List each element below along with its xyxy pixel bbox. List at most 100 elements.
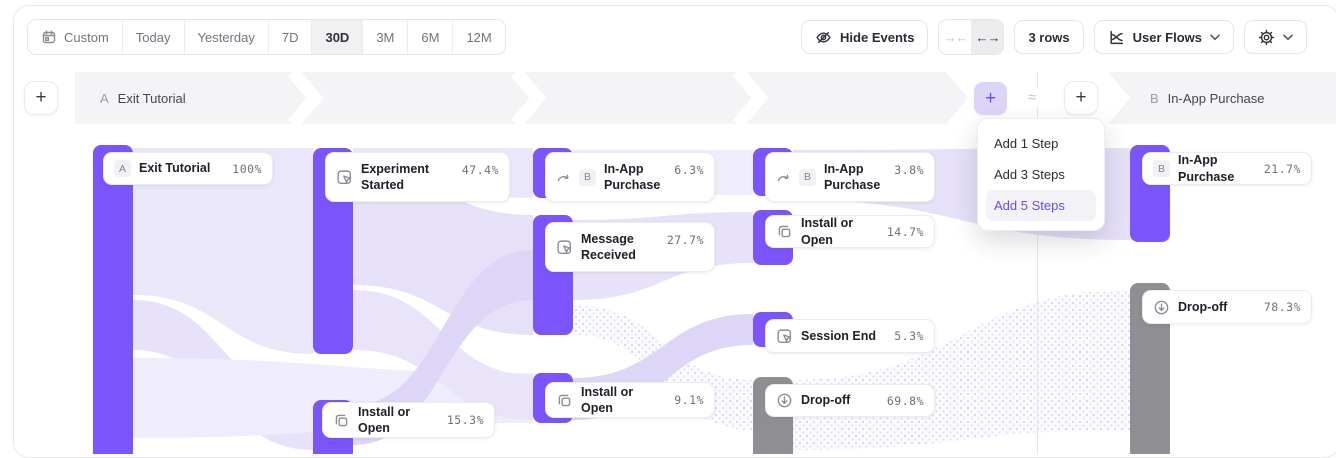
cursor-click-icon — [336, 169, 353, 186]
step-a-label[interactable]: A Exit Tutorial — [100, 91, 186, 106]
chart-type-dropdown[interactable]: User Flows — [1094, 20, 1234, 54]
date-range-30d[interactable]: 30D — [312, 20, 363, 54]
node-card-in-app-purchase-2[interactable]: B In-App Purchase 3.8% — [765, 152, 935, 202]
menu-item-add-5-steps[interactable]: Add 5 Steps — [986, 190, 1096, 221]
node-value: 21.7% — [1264, 162, 1301, 176]
node-card-exit-tutorial[interactable]: A Exit Tutorial 100% — [103, 152, 273, 185]
date-range-3m[interactable]: 3M — [363, 20, 408, 54]
node-card-install-or-open-1[interactable]: Install or Open 15.3% — [322, 402, 495, 438]
date-range-today[interactable]: Today — [123, 20, 185, 54]
add-steps-menu: Add 1 Step Add 3 Steps Add 5 Steps — [977, 118, 1105, 231]
flow-bar-exit-tutorial[interactable] — [93, 145, 133, 454]
hide-events-button[interactable]: Hide Events — [801, 20, 928, 54]
date-range-label: Custom — [64, 30, 109, 45]
eye-off-icon — [815, 29, 832, 46]
collapse-expand-control: →← ←→ — [938, 19, 1004, 55]
step-badge: A — [114, 160, 131, 177]
layers-icon — [556, 392, 573, 409]
date-range-control: Custom Today Yesterday 7D 30D 3M 6M 12M — [27, 19, 506, 55]
settings-dropdown[interactable] — [1244, 20, 1307, 54]
calendar-icon — [41, 29, 57, 45]
node-value: 27.7% — [667, 233, 704, 247]
chevron-down-icon — [1283, 34, 1293, 41]
toolbar: Custom Today Yesterday 7D 30D 3M 6M 12M … — [0, 20, 1336, 54]
node-card-experiment-started[interactable]: Experiment Started 47.4% — [325, 152, 510, 202]
add-steps-button-active[interactable]: + — [974, 82, 1007, 115]
step-a-badge: A — [100, 91, 109, 106]
node-card-drop-off-b[interactable]: Drop-off 78.3% — [1142, 290, 1312, 324]
date-range-label: 3M — [376, 30, 394, 45]
hide-events-label: Hide Events — [840, 30, 914, 45]
node-title: Drop-off — [1178, 299, 1256, 315]
date-range-label: Yesterday — [198, 30, 255, 45]
layers-icon — [333, 412, 350, 429]
date-range-yesterday[interactable]: Yesterday — [185, 20, 269, 54]
node-card-install-or-open-3[interactable]: Install or Open 14.7% — [765, 215, 935, 248]
date-range-label: 12M — [466, 30, 491, 45]
node-card-message-received[interactable]: Message Received 27.7% — [545, 222, 715, 272]
step-badge: B — [799, 169, 816, 186]
step-b-label[interactable]: B In-App Purchase — [1150, 91, 1265, 106]
collapse-columns-button[interactable]: →← — [939, 20, 971, 54]
plus-icon: + — [1075, 87, 1086, 109]
drop-off-icon — [776, 392, 793, 409]
collapse-icon: →← — [943, 30, 967, 45]
node-title: Message Received — [581, 231, 659, 264]
add-start-step-button[interactable]: + — [24, 81, 58, 115]
node-value: 78.3% — [1264, 300, 1301, 314]
gear-icon — [1258, 29, 1275, 46]
date-range-label: 7D — [282, 30, 299, 45]
chevron-down-icon — [1210, 34, 1220, 41]
indirect-arrow-icon — [776, 170, 791, 185]
node-value: 15.3% — [447, 413, 484, 427]
indirect-arrow-icon — [556, 170, 571, 185]
expand-icon: ←→ — [975, 30, 999, 45]
date-range-6m[interactable]: 6M — [408, 20, 453, 54]
node-value: 14.7% — [887, 225, 924, 239]
step-band-a — [75, 72, 968, 124]
date-range-label: Today — [136, 30, 171, 45]
expand-columns-button[interactable]: ←→ — [971, 20, 1003, 54]
node-card-in-app-purchase-b[interactable]: B In-App Purchase 21.7% — [1142, 152, 1312, 185]
plus-icon: + — [985, 88, 996, 110]
rows-button[interactable]: 3 rows — [1014, 20, 1083, 54]
node-card-install-or-open-2[interactable]: Install or Open 9.1% — [545, 382, 715, 418]
date-range-12m[interactable]: 12M — [453, 20, 504, 54]
menu-item-add-3-steps[interactable]: Add 3 Steps — [986, 159, 1096, 190]
node-title: Install or Open — [358, 404, 439, 437]
node-value: 69.8% — [887, 394, 924, 408]
node-card-in-app-purchase-1[interactable]: B In-App Purchase 6.3% — [545, 152, 715, 202]
step-b-name: In-App Purchase — [1168, 91, 1265, 106]
node-title: Install or Open — [581, 384, 666, 417]
node-title: Install or Open — [801, 215, 879, 248]
node-title: In-App Purchase — [824, 161, 886, 194]
cursor-click-icon — [556, 239, 573, 256]
step-a-name: Exit Tutorial — [118, 91, 186, 106]
node-value: 9.1% — [674, 393, 704, 407]
node-value: 5.3% — [894, 329, 924, 343]
node-value: 6.3% — [674, 163, 704, 177]
chart-type-label: User Flows — [1133, 30, 1202, 45]
user-flows-icon — [1108, 29, 1125, 46]
node-card-drop-off-1[interactable]: Drop-off 69.8% — [765, 384, 935, 417]
menu-item-add-1-step[interactable]: Add 1 Step — [986, 128, 1096, 159]
date-range-custom[interactable]: Custom — [28, 20, 123, 54]
step-badge: B — [1153, 160, 1170, 177]
add-end-step-button[interactable]: + — [1064, 81, 1098, 115]
node-card-session-end[interactable]: Session End 5.3% — [765, 319, 935, 353]
step-badge: B — [579, 169, 596, 186]
step-b-badge: B — [1150, 91, 1159, 106]
date-range-label: 6M — [421, 30, 439, 45]
cursor-click-icon — [776, 328, 793, 345]
date-range-label: 30D — [325, 30, 349, 45]
node-title: In-App Purchase — [1178, 152, 1256, 185]
approx-icon: ≈ — [1026, 88, 1038, 107]
drop-off-icon — [1153, 299, 1170, 316]
node-title: Experiment Started — [361, 161, 454, 194]
date-range-7d[interactable]: 7D — [269, 20, 313, 54]
node-title: Session End — [801, 328, 886, 344]
node-title: In-App Purchase — [604, 161, 666, 194]
rows-label: 3 rows — [1028, 30, 1069, 45]
toolbar-right: Hide Events →← ←→ 3 rows User Flows — [801, 19, 1307, 55]
node-title: Drop-off — [801, 392, 879, 408]
